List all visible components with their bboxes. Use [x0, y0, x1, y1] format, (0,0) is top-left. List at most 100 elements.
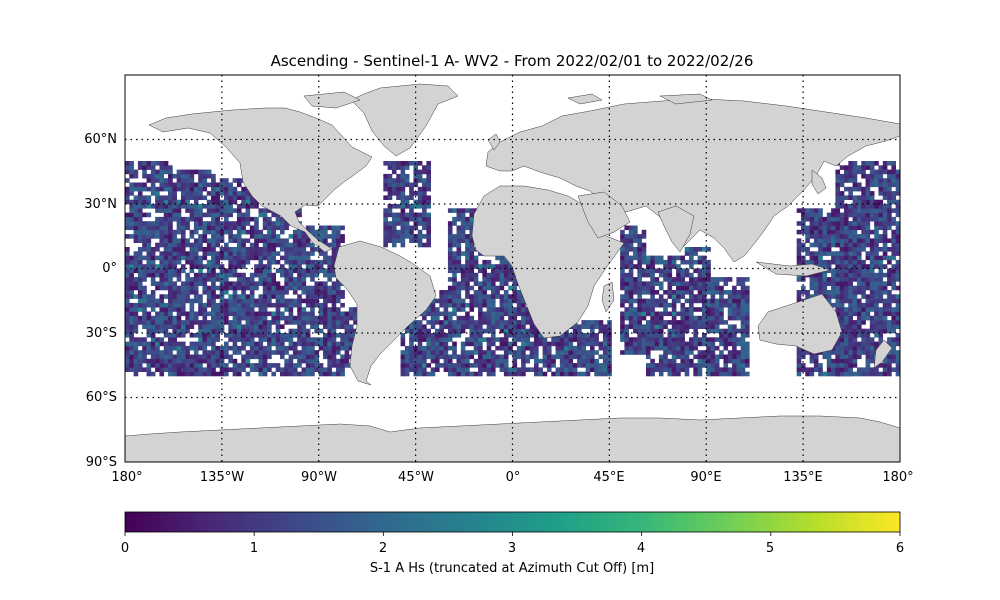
wave-height-cell — [426, 328, 431, 334]
wave-height-cell — [805, 212, 810, 218]
wave-height-cell — [443, 363, 449, 368]
wave-height-cell — [882, 311, 888, 317]
wave-height-cell — [297, 324, 302, 329]
wave-height-cell — [844, 298, 849, 304]
wave-height-cell — [818, 221, 823, 226]
wave-height-cell — [852, 345, 858, 351]
wave-height-cell — [848, 251, 853, 256]
wave-height-cell — [258, 277, 264, 282]
wave-height-cell — [727, 324, 733, 329]
wave-height-cell — [172, 229, 177, 235]
wave-height-cell — [383, 195, 388, 200]
wave-height-cell — [314, 298, 320, 304]
wave-height-cell — [318, 264, 324, 269]
wave-height-cell — [189, 259, 195, 265]
wave-height-cell — [155, 298, 160, 304]
wave-height-cell — [258, 229, 264, 235]
wave-height-cell — [740, 337, 746, 342]
wave-height-cell — [650, 333, 655, 338]
wave-height-cell — [650, 281, 655, 286]
wave-height-cell — [417, 363, 423, 368]
wave-height-cell — [469, 341, 475, 347]
wave-height-cell — [292, 255, 298, 261]
wave-height-cell — [822, 247, 828, 252]
wave-height-cell — [206, 259, 212, 265]
wave-height-cell — [232, 290, 238, 295]
wave-height-cell — [852, 341, 858, 347]
wave-height-cell — [835, 371, 841, 377]
wave-height-cell — [882, 363, 888, 368]
wave-height-cell — [813, 255, 819, 261]
wave-height-cell — [852, 229, 858, 235]
wave-height-cell — [254, 199, 259, 205]
wave-height-cell — [224, 178, 229, 183]
wave-height-cell — [236, 302, 242, 308]
wave-height-cell — [417, 367, 423, 372]
wave-height-cell — [125, 294, 130, 299]
wave-height-cell — [185, 298, 190, 304]
wave-height-cell — [211, 238, 216, 243]
wave-height-cell — [525, 337, 531, 342]
wave-height-cell — [585, 358, 591, 364]
wave-height-cell — [301, 259, 307, 265]
wave-height-cell — [236, 191, 242, 196]
wave-height-cell — [607, 341, 612, 347]
wave-height-cell — [443, 302, 449, 308]
wave-height-cell — [422, 311, 427, 317]
wave-height-cell — [133, 225, 139, 231]
wave-height-cell — [301, 281, 307, 286]
wave-height-cell — [249, 311, 255, 317]
wave-height-cell — [813, 367, 819, 372]
wave-height-cell — [895, 199, 900, 205]
wave-height-cell — [142, 315, 147, 321]
wave-height-cell — [895, 354, 900, 360]
wave-height-cell — [633, 247, 638, 252]
wave-height-cell — [241, 204, 246, 209]
wave-height-cell — [895, 311, 900, 317]
wave-height-cell — [228, 307, 233, 312]
wave-height-cell — [422, 225, 427, 231]
wave-height-cell — [887, 259, 892, 265]
wave-height-cell — [861, 328, 866, 334]
wave-height-cell — [327, 225, 332, 231]
wave-height-cell — [460, 371, 466, 377]
wave-height-cell — [219, 328, 225, 334]
wave-height-cell — [598, 367, 604, 372]
wave-height-cell — [874, 367, 879, 372]
wave-height-cell — [185, 191, 190, 196]
wave-height-cell — [878, 363, 884, 368]
wave-height-cell — [473, 345, 479, 351]
wave-height-cell — [262, 285, 268, 291]
wave-height-cell — [447, 255, 453, 261]
wave-height-cell — [185, 221, 190, 226]
wave-height-cell — [426, 234, 431, 239]
wave-height-cell — [176, 212, 182, 218]
wave-height-cell — [602, 367, 608, 372]
wave-height-cell — [701, 290, 707, 295]
wave-height-cell — [844, 294, 849, 299]
wave-height-cell — [844, 345, 849, 351]
wave-height-cell — [275, 341, 281, 347]
wave-height-cell — [628, 259, 634, 265]
wave-height-cell — [331, 242, 337, 248]
wave-height-cell — [310, 294, 315, 299]
wave-height-cell — [693, 345, 698, 351]
wave-height-cell — [249, 298, 255, 304]
wave-height-cell — [637, 281, 642, 286]
wave-height-cell — [262, 320, 268, 325]
wave-height-cell — [641, 281, 647, 286]
wave-height-cell — [856, 328, 862, 334]
wave-height-cell — [465, 264, 470, 269]
wave-height-cell — [163, 285, 169, 291]
wave-height-cell — [663, 337, 668, 342]
wave-height-cell — [710, 363, 716, 368]
wave-height-cell — [284, 302, 289, 308]
wave-height-cell — [469, 371, 475, 377]
wave-height-cell — [146, 221, 152, 226]
wave-height-cell — [887, 281, 892, 286]
wave-height-cell — [701, 320, 707, 325]
wave-height-cell — [262, 294, 268, 299]
wave-height-cell — [163, 264, 169, 269]
wave-height-cell — [844, 268, 849, 274]
wave-height-cell — [387, 191, 393, 196]
